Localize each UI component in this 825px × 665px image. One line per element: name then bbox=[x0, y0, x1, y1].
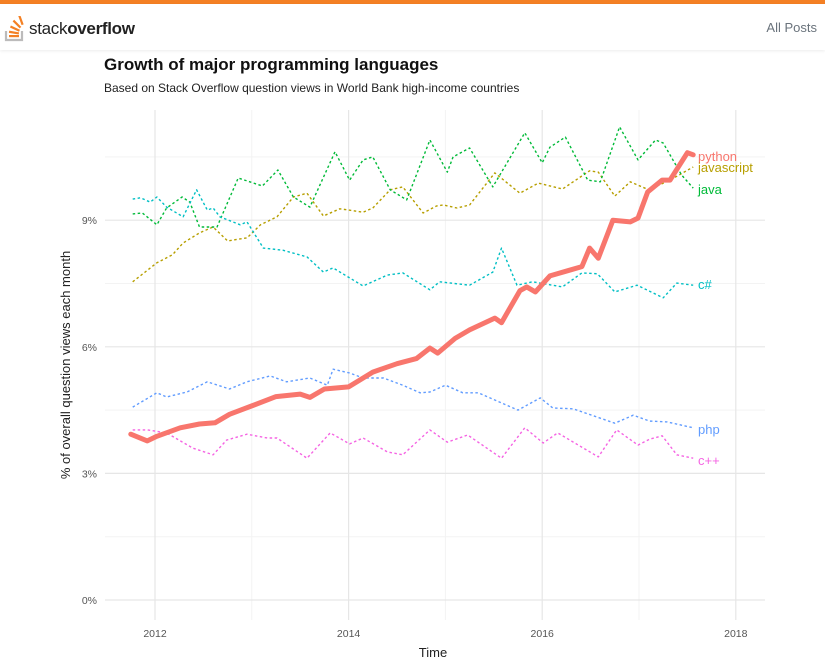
series-label-javascript: javascript bbox=[697, 160, 753, 175]
brand-bold: overflow bbox=[67, 19, 135, 38]
chart-subtitle: Based on Stack Overflow question views i… bbox=[104, 81, 519, 95]
series-line-php bbox=[132, 368, 694, 429]
site-header: stackoverflow All Posts bbox=[0, 4, 825, 50]
all-posts-link[interactable]: All Posts bbox=[766, 20, 817, 35]
top-accent-bar bbox=[0, 0, 825, 4]
series-line-cpp bbox=[132, 427, 694, 459]
series-label-cpp: c++ bbox=[698, 453, 720, 468]
series-label-java: java bbox=[697, 182, 723, 197]
x-tick-label: 2014 bbox=[337, 628, 361, 640]
y-tick-label: 3% bbox=[82, 468, 97, 480]
x-tick-label: 2018 bbox=[724, 628, 748, 640]
series-line-python bbox=[128, 150, 696, 444]
brand-name: stackoverflow bbox=[29, 19, 135, 39]
x-tick-label: 2012 bbox=[143, 628, 167, 640]
series-line-javascript bbox=[132, 166, 694, 283]
series-label-php: php bbox=[698, 422, 720, 437]
x-tick-label: 2016 bbox=[531, 628, 555, 640]
axis-ticks: 0% 3% 6% 9% 2012 2014 2016 2018 bbox=[82, 215, 748, 640]
series-label-csharp: c# bbox=[698, 277, 713, 292]
stackoverflow-logo[interactable]: stackoverflow bbox=[4, 16, 135, 42]
y-tick-label: 9% bbox=[82, 215, 97, 227]
series-line-java bbox=[132, 126, 694, 228]
series-lines bbox=[128, 126, 696, 459]
x-axis-label: Time bbox=[419, 645, 447, 660]
brand-light: stack bbox=[29, 19, 68, 38]
gridlines bbox=[105, 110, 765, 620]
y-tick-label: 6% bbox=[82, 342, 97, 354]
series-line-csharp bbox=[132, 189, 694, 299]
chart-title: Growth of major programming languages bbox=[104, 55, 438, 74]
y-tick-label: 0% bbox=[82, 595, 97, 607]
stackoverflow-stack-icon bbox=[4, 16, 24, 42]
y-axis-label: % of overall question views each month bbox=[58, 251, 73, 479]
series-label-python: python bbox=[698, 149, 737, 164]
